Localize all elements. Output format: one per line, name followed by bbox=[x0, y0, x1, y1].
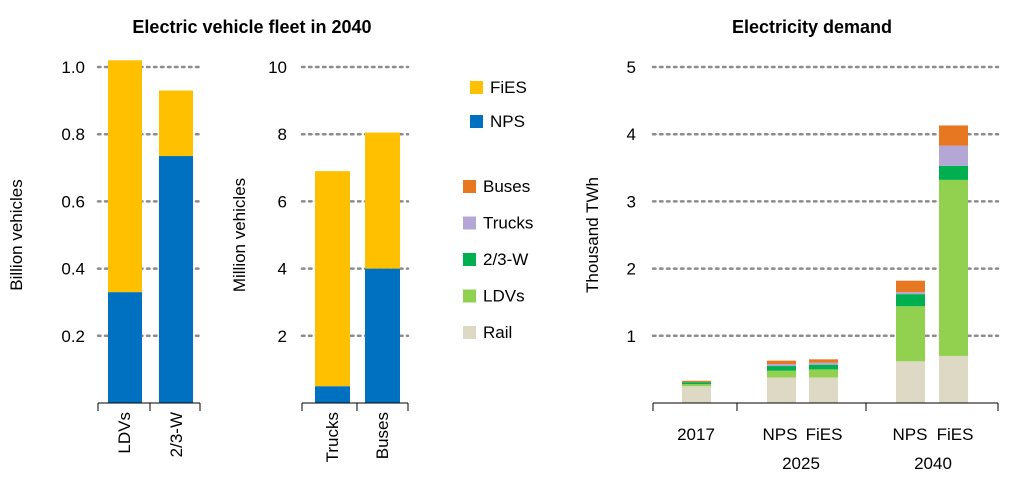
bar-segment-nps bbox=[159, 156, 193, 403]
x-group-label: 2017 bbox=[677, 425, 715, 444]
legend-swatch-ldvs bbox=[463, 289, 476, 303]
legend-swatch-2-3-w bbox=[463, 253, 476, 266]
bar-segment-fies bbox=[108, 60, 142, 293]
bar-segment-trucks bbox=[767, 364, 796, 367]
bar-segment-rail bbox=[809, 377, 838, 403]
fleet-title: Electric vehicle fleet in 2040 bbox=[132, 17, 371, 37]
x-category-label: Trucks bbox=[323, 412, 342, 462]
legend-label: Rail bbox=[483, 323, 512, 342]
y-tick-label: 3 bbox=[627, 192, 636, 211]
y-tick-label: 0.6 bbox=[61, 192, 85, 211]
y-tick-label: 4 bbox=[278, 260, 287, 279]
x-group-label: 2040 bbox=[914, 454, 952, 473]
y-axis-label: Thousand TWh bbox=[583, 177, 602, 293]
x-category-label: 2/3-W bbox=[167, 412, 186, 457]
bar-segment-rail bbox=[939, 355, 968, 403]
bar-segment-trucks bbox=[939, 145, 968, 166]
y-tick-label: 2 bbox=[278, 327, 287, 346]
legend-label: FiES bbox=[490, 78, 527, 97]
legend-swatch-trucks bbox=[463, 216, 476, 230]
y-tick-label: 10 bbox=[268, 58, 287, 77]
bar-segment-2-3-w bbox=[682, 382, 711, 385]
bar-segment-trucks bbox=[896, 292, 925, 295]
y-axis-label: Billion vehicles bbox=[7, 179, 26, 291]
chart-demand: 1 2 3 4 5 Thousand TWh NPS FiES NPS FiES 2017 2025 2… bbox=[583, 58, 1000, 473]
bar-segment-nps bbox=[315, 386, 350, 403]
y-tick-label: 0.4 bbox=[61, 260, 85, 279]
y-axis-label: Million vehicles bbox=[230, 178, 249, 292]
y-tick-label: 0.8 bbox=[61, 125, 85, 144]
x-category-label: LDVs bbox=[115, 412, 134, 454]
y-tick-label: 1.0 bbox=[61, 58, 85, 77]
bar-segment-2-3-w bbox=[939, 165, 968, 180]
legend-label: Trucks bbox=[483, 214, 533, 233]
bar-segment-rail bbox=[767, 377, 796, 403]
bar-segment-rail bbox=[896, 361, 925, 403]
bar-segment-buses bbox=[809, 359, 838, 363]
y-tick-label: 4 bbox=[627, 125, 636, 144]
y-tick-label: 2 bbox=[627, 260, 636, 279]
x-group-label: 2025 bbox=[782, 454, 820, 473]
legend-swatch-fies bbox=[470, 81, 483, 94]
bar-segment-buses bbox=[682, 380, 711, 383]
bar-segment-fies bbox=[159, 90, 193, 157]
bar-segment-2-3-w bbox=[809, 364, 838, 370]
legend-swatch-buses bbox=[463, 180, 476, 193]
y-tick-label: 0.2 bbox=[61, 327, 85, 346]
x-category-label: Buses bbox=[373, 412, 392, 459]
demand-title: Electricity demand bbox=[732, 17, 892, 37]
legends-layer: FiES NPS Buses Trucks 2/3-W LDVs Rail bbox=[463, 78, 533, 342]
charts-layer: 0.2 0.4 0.6 0.8 1.0 Billion vehicles LDVs 2/3-W… bbox=[7, 58, 1000, 473]
bar-segment-buses bbox=[939, 125, 968, 146]
y-tick-label: 8 bbox=[278, 125, 287, 144]
bar-segment-buses bbox=[767, 360, 796, 365]
bar-segment-rail bbox=[682, 386, 711, 403]
legend-label: 2/3-W bbox=[483, 250, 528, 269]
bar-segment-fies bbox=[365, 132, 400, 269]
bar-segment-ldvs bbox=[939, 179, 968, 356]
x-category-label: NPS bbox=[763, 425, 798, 444]
bar-segment-nps bbox=[365, 268, 400, 403]
chart-fleet-million: 2 4 6 8 10 Million vehicles Trucks Buses bbox=[230, 58, 410, 462]
y-tick-label: 5 bbox=[627, 58, 636, 77]
bar-segment-ldvs bbox=[767, 370, 796, 378]
legend-swatch-nps bbox=[470, 115, 483, 128]
bar-segment-ldvs bbox=[682, 384, 711, 387]
legend-swatch-rail bbox=[463, 326, 476, 339]
bar-segment-2-3-w bbox=[896, 294, 925, 307]
x-category-label: FiES bbox=[937, 425, 974, 444]
bar-segment-nps bbox=[108, 292, 142, 403]
chart-fleet-billion: 0.2 0.4 0.6 0.8 1.0 Billion vehicles LDVs 2/3-W bbox=[7, 58, 202, 457]
bar-segment-ldvs bbox=[809, 369, 838, 378]
y-tick-label: 1 bbox=[627, 327, 636, 346]
legend-label: LDVs bbox=[483, 287, 525, 306]
y-tick-label: 6 bbox=[278, 192, 287, 211]
bar-segment-fies bbox=[315, 171, 350, 387]
legend-label: Buses bbox=[483, 177, 530, 196]
bar-segment-buses bbox=[896, 280, 925, 293]
x-category-label: FiES bbox=[806, 425, 843, 444]
bar-segment-trucks bbox=[809, 362, 838, 365]
bar-segment-ldvs bbox=[896, 306, 925, 362]
legend-label: NPS bbox=[490, 112, 525, 131]
bar-segment-2-3-w bbox=[767, 366, 796, 371]
x-category-label: NPS bbox=[893, 425, 928, 444]
